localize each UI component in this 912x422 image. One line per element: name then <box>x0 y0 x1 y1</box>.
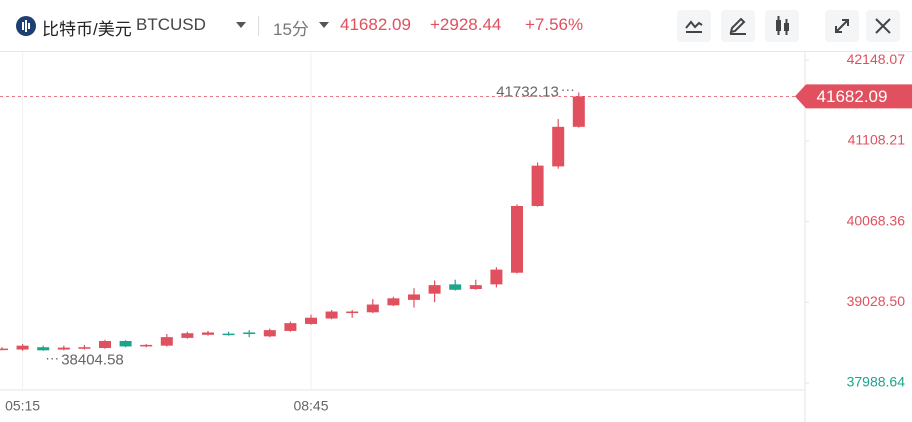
candle-body <box>325 311 338 319</box>
icon <box>729 17 746 35</box>
candle-body <box>408 294 420 300</box>
chart-type-button[interactable] <box>765 10 799 42</box>
min-dots: ··· <box>45 349 59 365</box>
fullscreen-button[interactable] <box>825 10 859 42</box>
candle-body <box>387 298 400 306</box>
candle-body <box>449 284 462 290</box>
icon <box>835 19 849 33</box>
y-tick-label: 37988.64 <box>847 374 906 390</box>
candle-body <box>160 337 173 346</box>
candle-body <box>243 332 256 335</box>
x-tick-label: 05:15 <box>5 398 40 414</box>
max-label: 41732.13 <box>496 83 559 100</box>
candle-body <box>428 285 441 294</box>
candle-body <box>346 311 359 314</box>
y-tick-label: 40068.36 <box>847 212 906 228</box>
candle-body <box>284 323 297 331</box>
title[interactable]: 比特币/美元 <box>42 20 132 39</box>
price-tag-label: 41682.09 <box>817 87 888 106</box>
candle-body <box>531 165 544 206</box>
dropdown-arrow[interactable] <box>319 22 329 28</box>
candle-body <box>490 269 503 285</box>
draw-button[interactable] <box>721 10 755 42</box>
candle-body <box>181 333 194 338</box>
indicator-button[interactable] <box>677 10 711 42</box>
price-tag <box>795 84 912 109</box>
candle-body <box>263 330 276 337</box>
y-tick-label: 42148.07 <box>847 52 906 67</box>
candle-body <box>0 348 8 351</box>
price: 41682.09 <box>340 15 411 34</box>
candle-body <box>305 317 317 324</box>
change-pct: +7.56% <box>525 15 584 34</box>
candle-body <box>511 205 523 273</box>
icon <box>875 18 891 34</box>
candle-body <box>140 344 153 347</box>
close-button[interactable] <box>866 10 900 42</box>
candle-body <box>552 126 565 167</box>
divider <box>258 16 259 36</box>
candle-body <box>99 341 111 348</box>
interval[interactable]: 15分 <box>273 20 309 39</box>
candle-body <box>572 96 585 127</box>
y-tick-label: 39028.50 <box>847 293 906 309</box>
change: +2928.44 <box>430 15 502 34</box>
candle-body <box>366 304 379 313</box>
candle-body <box>119 341 132 347</box>
toolbar: 比特币/美元 BTCUSD 15分 41682.09 +2928.44 +7.5… <box>0 0 912 52</box>
candle-body <box>37 347 50 351</box>
min-label: 38404.58 <box>61 352 124 369</box>
icon <box>776 16 789 35</box>
x-tick-label: 08:45 <box>293 398 328 414</box>
candle-body <box>222 333 235 336</box>
candle-body <box>469 285 482 290</box>
symbol[interactable]: BTCUSD <box>136 15 206 34</box>
chart: 42148.07 41108.21 40068.36 39028.50 37988.64… <box>0 52 912 422</box>
candle-body <box>78 347 91 349</box>
candle-body <box>57 347 70 350</box>
y-tick-label: 41108.21 <box>848 132 906 148</box>
dropdown-arrow[interactable] <box>236 22 246 28</box>
candle-body <box>202 332 214 335</box>
icon <box>685 20 703 33</box>
coin-icon <box>16 16 36 36</box>
candle-body <box>16 345 29 350</box>
max-dots: ··· <box>561 81 575 97</box>
